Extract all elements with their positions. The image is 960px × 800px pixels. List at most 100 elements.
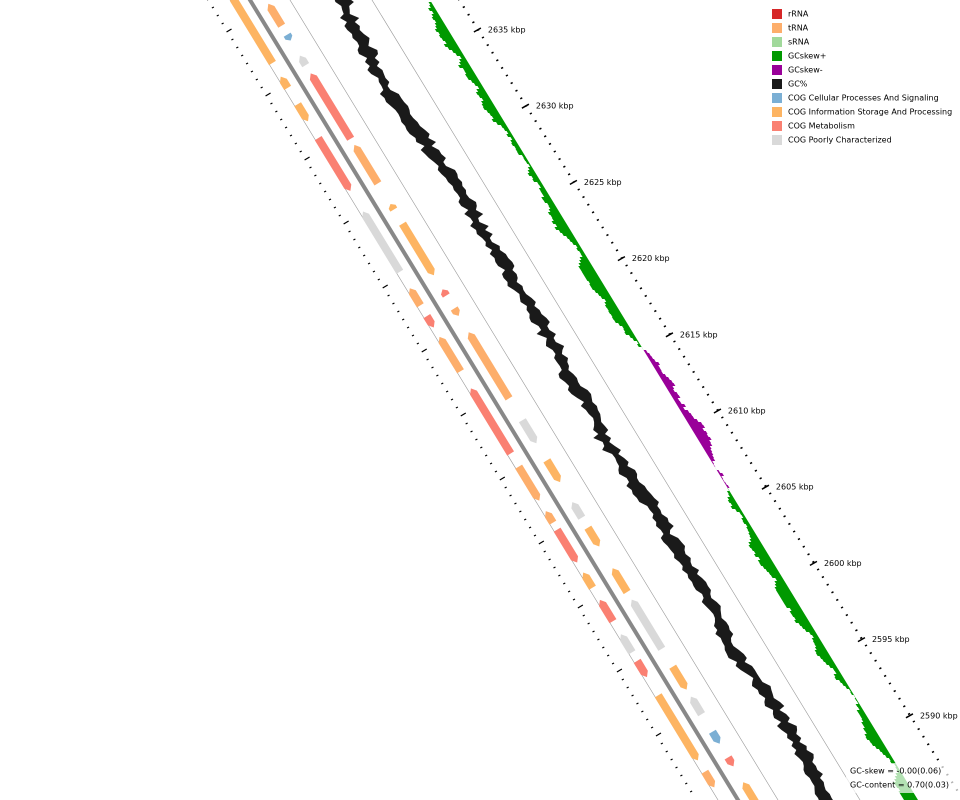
gc-skew-plot [636, 341, 640, 344]
scale-tick [807, 553, 810, 556]
gc-skew-plot [834, 677, 845, 680]
scale-major-tick [713, 408, 722, 414]
gc-skew-plot [431, 14, 441, 17]
gc-skew-plot [791, 614, 807, 617]
inner-tick [460, 412, 467, 417]
legend-label: COG Cellular Processes And Signaling [788, 94, 939, 103]
gc-skew-plot [594, 290, 609, 293]
gc-skew-plot [676, 404, 687, 407]
gc-skew-plot [727, 500, 737, 503]
gc-skew-plot [435, 26, 448, 29]
inner-tick [528, 526, 532, 529]
scale-tick [754, 469, 758, 472]
legend-label: rRNA [788, 10, 809, 19]
scale-tick [850, 621, 853, 624]
gene [742, 782, 759, 800]
inner-tick [406, 326, 410, 329]
gc-skew-plot [781, 599, 798, 602]
gc-skew-plot [543, 200, 554, 203]
gene [630, 599, 666, 651]
gc-skew-plot [523, 158, 529, 161]
inner-tick [343, 220, 349, 225]
scale-tick [673, 340, 676, 343]
legend-swatch [772, 51, 782, 61]
gc-skew-plot [548, 206, 558, 209]
scale-tick [515, 89, 518, 92]
gc-skew-plot [888, 758, 895, 761]
inner-tick [450, 398, 454, 401]
gc-skew-plot [551, 221, 567, 224]
scale-tick [764, 484, 767, 488]
scale-major-tick [857, 636, 866, 643]
gc-skew-plot [815, 653, 831, 656]
gc-skew-plot [749, 539, 761, 542]
gc-skew-plot [636, 344, 642, 347]
scale-tick [831, 591, 834, 594]
inner-tick [221, 22, 224, 25]
gc-skew-plot [700, 443, 713, 446]
scale-tick [653, 309, 657, 313]
gc-skew-plot [443, 44, 459, 47]
legend-label: GC% [788, 80, 808, 89]
scale-major-tick [617, 255, 626, 262]
legend-label: GCskew+ [788, 52, 826, 61]
scale-tick [902, 705, 906, 708]
gc-skew-plot [663, 383, 676, 386]
gc-skew-plot [441, 38, 456, 41]
inner-tick [602, 646, 605, 649]
gc-skew-plot [581, 272, 598, 275]
gc-skew-plot [748, 542, 763, 545]
gc-skew-plot [511, 143, 520, 146]
scale-tick [663, 325, 667, 328]
scale-tick [725, 423, 729, 427]
inner-tick [216, 14, 220, 17]
gc-skew-plot [648, 359, 656, 362]
scale-tick [697, 378, 700, 381]
inner-tick [265, 92, 271, 97]
gene [362, 211, 404, 274]
scale-tick [917, 727, 920, 731]
scale-tick [811, 560, 815, 564]
scale-tick [859, 636, 863, 640]
gc-skew-plot [551, 218, 565, 221]
inner-tick [665, 750, 668, 753]
gc-skew-plot [825, 662, 836, 665]
inner-tick [260, 86, 263, 89]
scale-tick [591, 211, 595, 214]
inner-tick [318, 182, 322, 185]
inner-tick [675, 766, 678, 769]
gene [518, 418, 538, 444]
gc-skew-plot [506, 134, 514, 137]
gc-skew-plot [623, 329, 633, 332]
gene [309, 73, 355, 141]
gc-skew-plot [444, 41, 457, 44]
gc-skew-plot [434, 29, 450, 32]
gc-skew-plot [753, 554, 770, 557]
gc-skew-plot [801, 626, 814, 629]
inner-tick [226, 28, 232, 33]
inner-tick [382, 284, 388, 289]
gc-skew-plot [774, 581, 787, 584]
gc-skew-plot [902, 797, 918, 800]
scale-tick [740, 446, 743, 450]
gc-skew-plot [459, 62, 470, 65]
gc-skew-plot [850, 692, 854, 695]
legend-swatch [772, 107, 782, 117]
gc-skew-plot [794, 617, 809, 620]
gc-skew-plot [861, 719, 871, 722]
scale-tick [505, 74, 509, 77]
gene [353, 144, 382, 186]
inner-tick [436, 374, 439, 377]
gc-skew-plot [785, 605, 801, 608]
inner-tick [631, 694, 634, 697]
gc-skew-plot [698, 440, 711, 443]
scale-tick [625, 264, 628, 267]
scale-tick [926, 743, 930, 746]
gc-skew-plot [747, 530, 756, 533]
gc-skew-plot [833, 674, 843, 677]
scale-tick [534, 119, 537, 123]
scale-tick [649, 302, 652, 305]
inner-tick [323, 190, 327, 193]
inner-tick [245, 62, 249, 65]
gc-skew-plot [578, 263, 593, 266]
